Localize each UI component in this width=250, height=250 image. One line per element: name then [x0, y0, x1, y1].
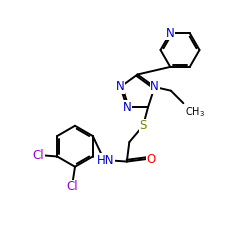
Text: N: N — [116, 80, 125, 94]
Text: CH$_3$: CH$_3$ — [185, 105, 206, 119]
Text: N: N — [166, 26, 174, 40]
Text: N: N — [122, 100, 131, 114]
Text: Cl: Cl — [32, 149, 44, 162]
Text: Cl: Cl — [67, 180, 78, 193]
Text: S: S — [140, 119, 147, 132]
Text: N: N — [150, 80, 159, 94]
Text: HN: HN — [97, 154, 114, 167]
Text: O: O — [147, 152, 156, 166]
